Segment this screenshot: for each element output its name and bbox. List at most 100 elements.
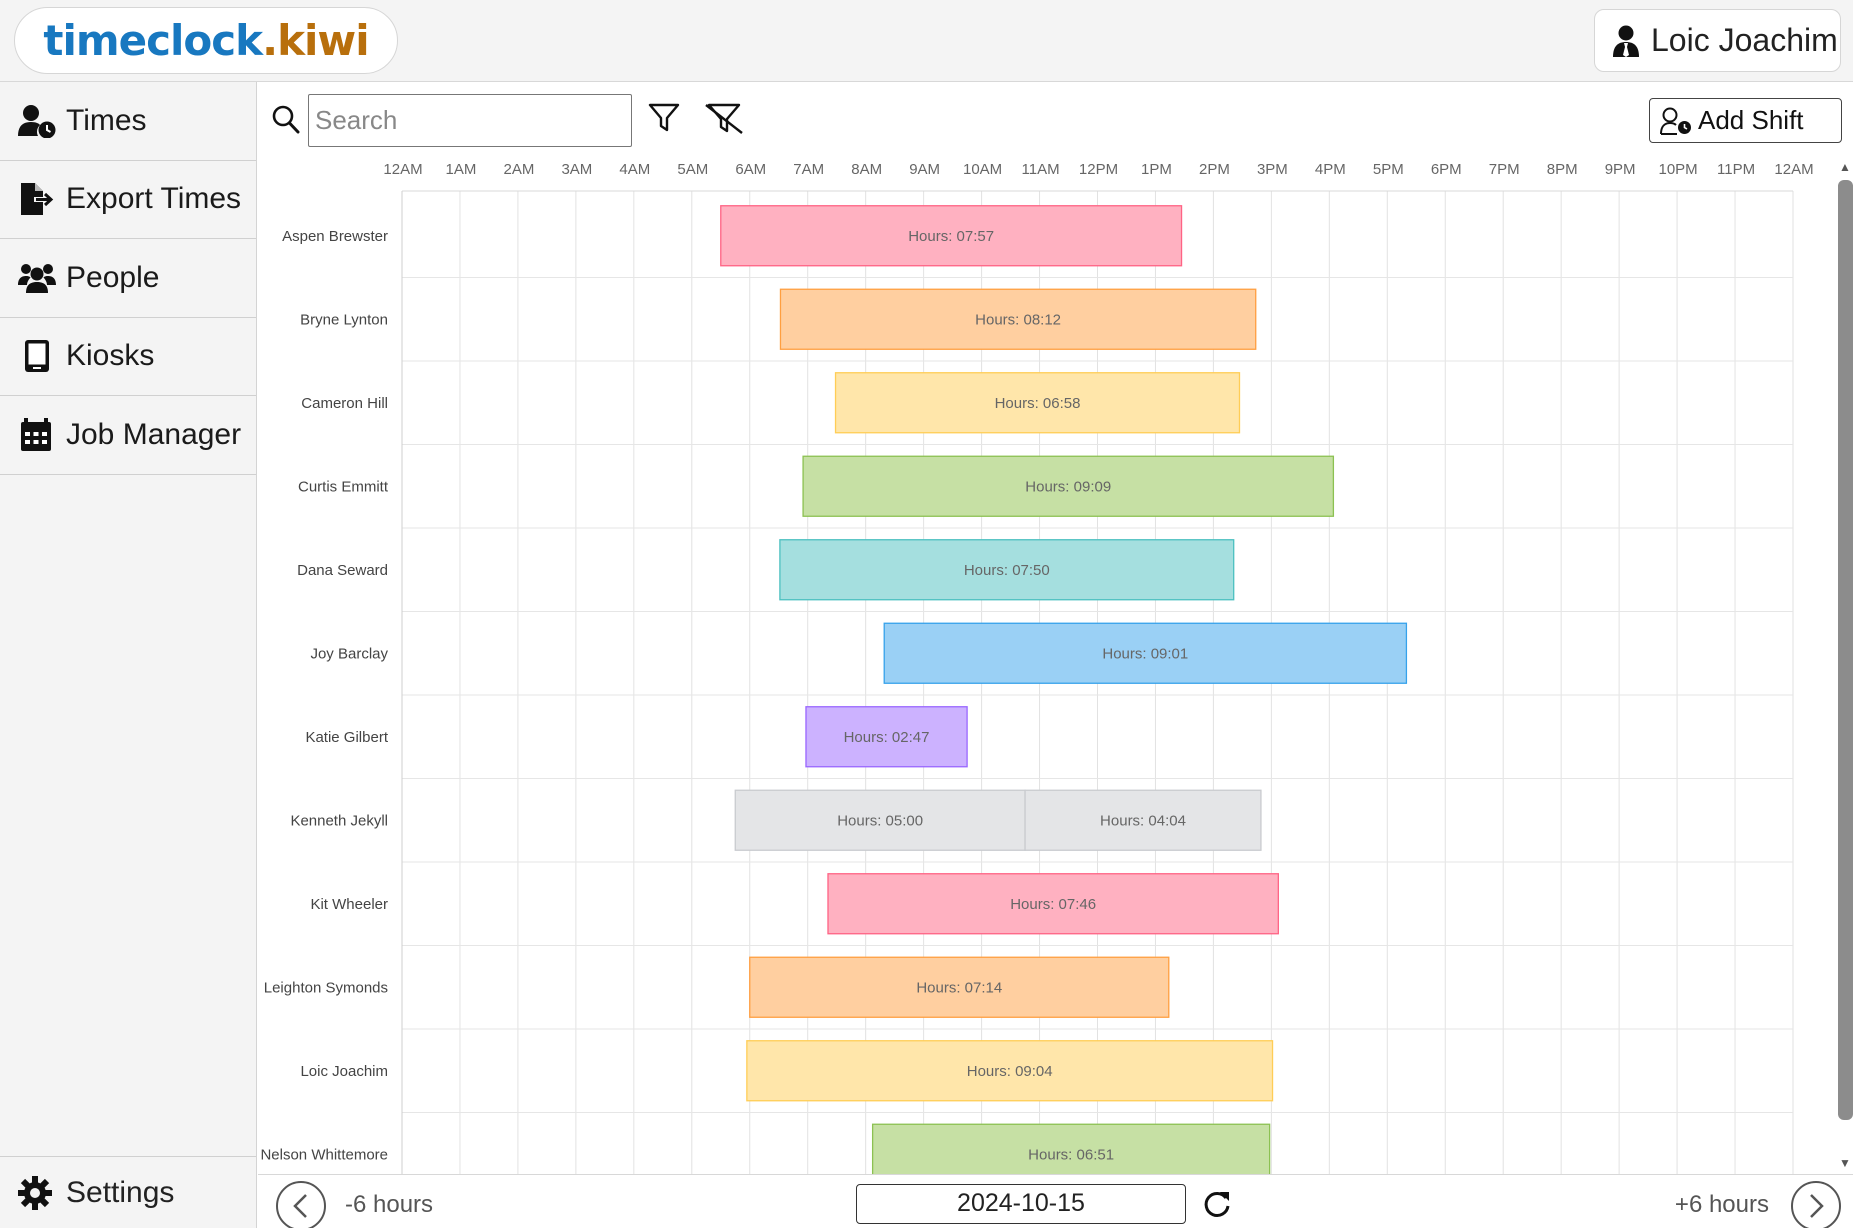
shift-hours-label: Hours: 08:12 xyxy=(975,311,1061,328)
sidebar-item-label: Export Times xyxy=(66,182,242,216)
logo-text-domain: .kiwi xyxy=(262,16,369,65)
settings-label: Settings xyxy=(66,1175,175,1209)
shift-hours-label: Hours: 04:04 xyxy=(1100,812,1186,829)
shift-bar[interactable] xyxy=(779,539,1235,601)
x-tick-label: 1PM xyxy=(1141,161,1172,178)
tablet-icon xyxy=(25,340,49,373)
scrollbar-thumb[interactable] xyxy=(1838,180,1853,1120)
sidebar-item-label: Times xyxy=(66,103,147,137)
employee-name-label: Katie Gilbert xyxy=(305,729,388,746)
shift-bar[interactable] xyxy=(883,622,1408,684)
filter-clear-icon[interactable] xyxy=(704,103,744,135)
user-clock-icon xyxy=(1660,107,1691,135)
employee-name-label: Nelson Whittemore xyxy=(260,1146,388,1163)
shift-bar[interactable] xyxy=(1024,789,1262,851)
x-tick-label: 2PM xyxy=(1199,161,1230,178)
x-tick-label: 3PM xyxy=(1257,161,1288,178)
shift-bar[interactable] xyxy=(749,956,1170,1018)
x-tick-label: 11PM xyxy=(1717,161,1755,178)
x-tick-label: 2AM xyxy=(503,161,534,178)
sidebar-item-job-manager[interactable]: Job Manager xyxy=(0,396,256,475)
logo-text-main: timeclock xyxy=(43,16,263,65)
employee-name-label: Bryne Lynton xyxy=(300,311,388,328)
x-tick-label: 9PM xyxy=(1605,161,1636,178)
employee-name-label: Cameron Hill xyxy=(301,395,388,412)
users-icon xyxy=(18,263,56,293)
file-export-icon xyxy=(21,183,54,216)
shift-bar[interactable] xyxy=(779,288,1257,350)
shift-bar[interactable] xyxy=(871,1123,1271,1174)
x-tick-label: 12AM xyxy=(1774,161,1813,178)
x-tick-label: 10PM xyxy=(1658,161,1697,178)
x-tick-label: 6AM xyxy=(735,161,766,178)
employee-name-label: Kit Wheeler xyxy=(310,896,388,913)
previous-hours-button[interactable] xyxy=(276,1181,326,1228)
user-clock-icon xyxy=(18,104,56,138)
shift-hours-label: Hours: 02:47 xyxy=(844,729,930,746)
toolbar: Add Shift xyxy=(258,82,1853,156)
x-tick-label: 8AM xyxy=(851,161,882,178)
employee-name-label: Aspen Brewster xyxy=(282,228,388,245)
search-icon[interactable] xyxy=(272,105,300,135)
shift-bar[interactable] xyxy=(802,455,1335,517)
x-tick-label: 5PM xyxy=(1373,161,1404,178)
shift-hours-label: Hours: 07:57 xyxy=(908,228,994,245)
sidebar-item-kiosks[interactable]: Kiosks xyxy=(0,318,256,396)
footer-nav: -6 hours 2024-10-15 +6 hours xyxy=(258,1174,1853,1228)
x-tick-label: 10AM xyxy=(963,161,1002,178)
app-logo[interactable]: timeclock .kiwi xyxy=(14,7,398,74)
employee-name-label: Kenneth Jekyll xyxy=(290,812,388,829)
shift-hours-label: Hours: 09:01 xyxy=(1102,645,1188,662)
sidebar-item-export-times[interactable]: Export Times xyxy=(0,161,256,239)
x-tick-label: 3AM xyxy=(561,161,592,178)
shift-bar[interactable] xyxy=(834,372,1241,434)
sidebar-item-times[interactable]: Times xyxy=(0,82,256,161)
employee-name-label: Curtis Emmitt xyxy=(298,478,389,495)
sidebar-item-label: People xyxy=(66,260,160,294)
shift-hours-label: Hours: 07:46 xyxy=(1010,896,1096,913)
gear-icon xyxy=(18,1175,52,1210)
x-tick-label: 4AM xyxy=(619,161,650,178)
employee-name-label: Dana Seward xyxy=(297,562,388,579)
add-shift-label: Add Shift xyxy=(1698,105,1804,135)
previous-hours-label[interactable]: -6 hours xyxy=(345,1191,434,1218)
user-name: Loic Joachim xyxy=(1651,22,1838,58)
sidebar-item-label: Kiosks xyxy=(66,339,155,373)
x-tick-label: 4PM xyxy=(1315,161,1346,178)
user-menu-button[interactable]: Loic Joachim xyxy=(1594,9,1841,72)
x-tick-label: 7PM xyxy=(1489,161,1520,178)
shift-bar[interactable] xyxy=(746,1040,1274,1102)
next-hours-label[interactable]: +6 hours xyxy=(1674,1191,1769,1218)
shift-hours-label: Hours: 06:58 xyxy=(995,395,1081,412)
shift-bar[interactable] xyxy=(720,205,1183,267)
shift-bar[interactable] xyxy=(805,706,968,768)
next-hours-button[interactable] xyxy=(1791,1181,1841,1228)
employee-name-label: Leighton Symonds xyxy=(264,979,388,996)
sidebar-item-people[interactable]: People xyxy=(0,239,256,318)
chevron-right-icon xyxy=(1810,1194,1824,1218)
timeline-chart-svg: 12AM 1AM 2AM 3AM 4AM 5AM 6AM 7AM 8AM 9AM 10AM 11AM 1… xyxy=(260,161,1814,1174)
add-shift-button[interactable]: Add Shift xyxy=(1649,98,1842,143)
x-tick-label: 6PM xyxy=(1431,161,1462,178)
shift-hours-label: Hours: 06:51 xyxy=(1028,1146,1114,1163)
x-tick-label: 1AM xyxy=(446,161,477,178)
x-tick-label: 12PM xyxy=(1079,161,1118,178)
filter-icon[interactable] xyxy=(648,103,680,133)
top-bar: timeclock .kiwi Loic Joachim xyxy=(0,0,1853,82)
shift-bar[interactable] xyxy=(827,873,1279,935)
shift-hours-label: Hours: 09:04 xyxy=(967,1063,1053,1080)
x-tick-label: 11AM xyxy=(1022,161,1060,178)
date-picker[interactable]: 2024-10-15 xyxy=(856,1184,1186,1224)
calendar-icon xyxy=(21,417,51,451)
refresh-icon[interactable] xyxy=(1202,1189,1232,1219)
scroll-down-arrow-icon[interactable]: ▼ xyxy=(1839,1156,1851,1170)
shift-bar[interactable] xyxy=(734,789,1026,851)
scroll-up-arrow-icon[interactable]: ▲ xyxy=(1839,160,1851,174)
shift-hours-label: Hours: 05:00 xyxy=(837,812,923,829)
user-tie-icon xyxy=(1613,25,1639,57)
sidebar: Times Export Times People Kiosks xyxy=(0,82,257,1228)
employee-name-label: Loic Joachim xyxy=(300,1063,388,1080)
employee-name-label: Joy Barclay xyxy=(310,645,388,662)
sidebar-item-settings[interactable]: Settings xyxy=(0,1156,256,1228)
search-input[interactable] xyxy=(308,94,632,147)
